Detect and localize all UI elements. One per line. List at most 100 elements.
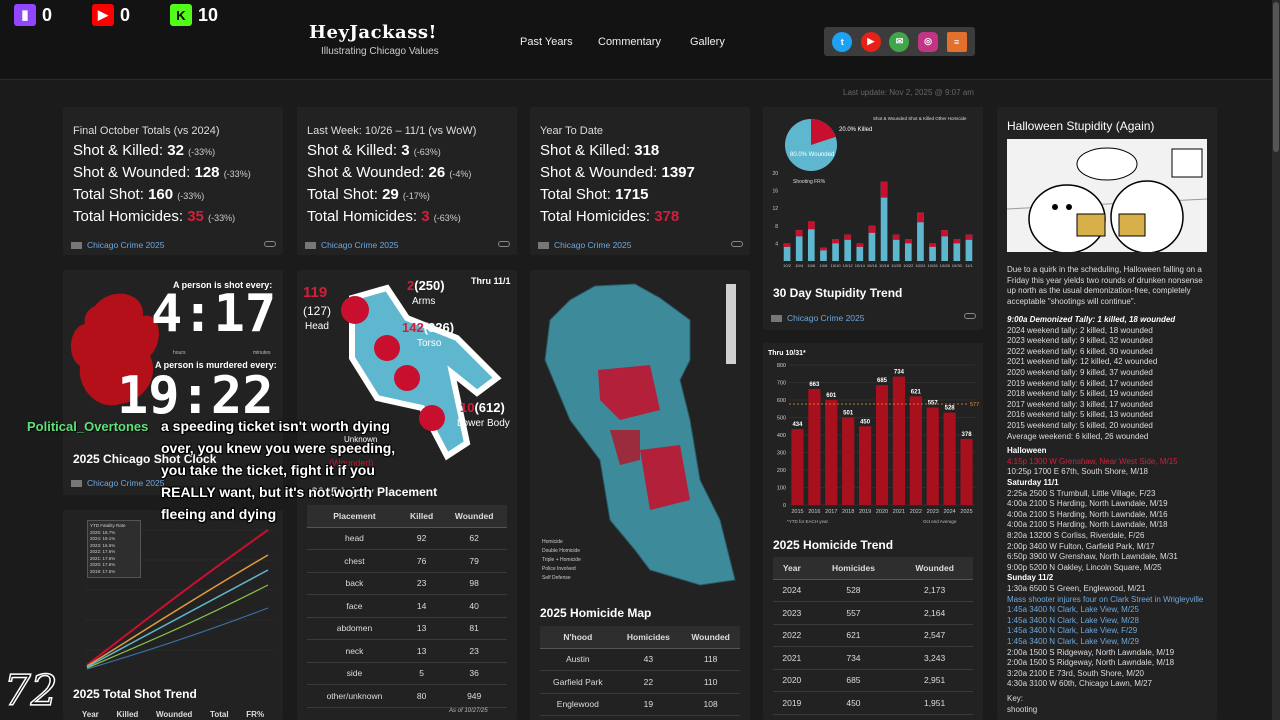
y-tick-label: 800 — [777, 363, 786, 369]
bar-killed — [856, 243, 864, 247]
tag-link[interactable]: Chicago Crime 2025 — [305, 240, 398, 250]
col-wounded: Wounded — [441, 505, 507, 528]
bar — [808, 388, 821, 505]
x-tick-label: 10/4 — [795, 263, 804, 268]
col-placement: Placement — [307, 505, 402, 528]
nav-commentary[interactable]: Commentary — [598, 36, 661, 48]
pie-wounded-label: 80.0% Wounded — [790, 152, 834, 158]
twitch-icon: ▮ — [14, 4, 36, 26]
stat-homicides: Total Homicides: 35 (-33%) — [73, 208, 236, 225]
card-title: Year To Date — [540, 125, 603, 137]
data-label: 621 — [911, 389, 922, 395]
torso-label: Torso — [417, 338, 442, 349]
hours-label: hours — [173, 350, 186, 356]
bar — [842, 417, 855, 505]
link-icon[interactable] — [731, 241, 743, 247]
bar-killed — [892, 234, 900, 240]
incident-line: 1:45a 3400 N Clark, Lake View, M/25 — [1007, 605, 1139, 615]
section-title: 2025 Total Shot Trend — [73, 687, 197, 701]
tag-link[interactable]: Chicago Crime 2025 — [71, 240, 164, 250]
y-tick-label: 400 — [777, 433, 786, 439]
email-icon[interactable]: ✉ — [889, 31, 910, 52]
site-logo[interactable]: HeyJackass! — [309, 22, 437, 43]
data-label: 557 — [928, 401, 939, 407]
incident-line: 9:00p 5200 N Oakley, Lincoln Square, M/2… — [1007, 562, 1162, 572]
youtube-icon[interactable]: ▶ — [860, 31, 881, 52]
bar — [929, 243, 936, 261]
bar-killed — [880, 181, 888, 198]
line-blue — [86, 569, 269, 668]
twitter-icon[interactable]: t — [832, 31, 853, 52]
link-icon[interactable] — [264, 241, 276, 247]
folder-icon — [771, 315, 782, 323]
y-tick-label: 200 — [777, 468, 786, 474]
bar-killed — [820, 247, 827, 251]
instagram-icon[interactable]: ◎ — [918, 31, 939, 52]
placement-table: Placement Killed Wounded head 92 62 chest 7… — [307, 505, 507, 708]
scrollbar[interactable] — [1272, 0, 1280, 720]
link-icon[interactable] — [498, 241, 510, 247]
bar — [859, 426, 872, 505]
tally-heading: 9:00a Demonized Tally: 1 killed, 18 woun… — [1007, 315, 1176, 324]
rss-icon[interactable]: ≡ — [946, 31, 967, 52]
ytd-note: *YTD for EACH year — [787, 519, 829, 524]
table-header: N'hood Homicides Wounded — [540, 626, 740, 649]
incident-line: 3:20a 2100 E 73rd, South Shore, M/20 — [1007, 668, 1144, 678]
section-title: 2025 Chicago Shot Clock — [73, 452, 217, 466]
article-link[interactable]: Mass shooter injures four on Clark Stree… — [1007, 594, 1204, 604]
thirty-legend: Shot & Wounded Shot & Killed Other Homic… — [873, 116, 967, 121]
tally-line: 2015 weekend tally: 5 killed, 20 wounded — [1007, 421, 1153, 430]
bar-killed — [832, 239, 839, 244]
incident-line: 1:45a 3400 N Clark, Lake View, M/28 — [1007, 615, 1139, 625]
bar — [943, 412, 956, 505]
x-tick-label: 2016 — [808, 509, 820, 515]
table-header: Placement Killed Wounded — [307, 505, 507, 528]
bar-killed — [844, 234, 852, 240]
chat-message-line: fleeing and dying — [161, 506, 277, 522]
bar — [909, 396, 922, 505]
x-tick-label: 2022 — [910, 509, 922, 515]
nav-past-years[interactable]: Past Years — [520, 36, 573, 48]
folder-icon — [305, 242, 316, 250]
col-killed: Killed — [401, 505, 442, 528]
table-row: Austin 43 118 — [540, 648, 740, 671]
key-label: Key: — [1007, 694, 1024, 703]
card-homicide-trend: Thru 10/31* 0 100 200 300 400 500 600 700 800 434… — [763, 343, 983, 720]
bar — [926, 407, 939, 505]
tag-link[interactable]: Chicago Crime 2025 — [538, 240, 631, 250]
folder-icon — [71, 480, 82, 488]
y-tick-label: 12 — [772, 206, 778, 212]
youtube-count: ▶ 0 — [92, 4, 130, 26]
minutes-label: minutes — [253, 350, 271, 356]
incident-line: 1:45a 3400 N Clark, Lake View, F/29 — [1007, 626, 1138, 636]
x-tick-label: 10/14 — [855, 263, 866, 268]
wounded-key: (Wounded) — [329, 458, 374, 468]
nav-gallery[interactable]: Gallery — [690, 36, 725, 48]
data-label: 434 — [792, 422, 803, 428]
bar — [875, 385, 889, 505]
table-row: back 23 98 — [307, 572, 507, 595]
tag-link[interactable]: Chicago Crime 2025 — [771, 313, 864, 323]
x-tick-label: 10/24 — [915, 263, 926, 268]
map-zoom-controls[interactable] — [726, 284, 736, 364]
tally-line: Average weekend: 6 killed, 26 wounded — [1007, 431, 1149, 441]
link-icon[interactable] — [964, 313, 976, 319]
tag-link[interactable]: Chicago Crime 2025 — [71, 478, 164, 488]
bar — [783, 243, 791, 261]
data-label: 601 — [826, 393, 837, 399]
section-title: 30 Day Stupidity Trend — [773, 286, 903, 300]
data-label: 450 — [860, 419, 871, 425]
data-label: 501 — [843, 410, 854, 416]
incident-line: 4:00a 2100 S Harding, North Lawndale, M/… — [1007, 520, 1168, 530]
bar-killed — [807, 221, 815, 230]
stat-total-shot: Total Shot: 160 (-33%) — [73, 186, 205, 203]
chat-message-line: you take the ticket, fight it if you — [161, 462, 375, 478]
bar — [960, 438, 973, 505]
table-row: 2024 528 2,173 — [773, 579, 973, 602]
table-row: neck 13 23 — [307, 639, 507, 663]
article-title[interactable]: Halloween Stupidity (Again) — [1007, 119, 1155, 133]
y-tick-label: 100 — [777, 486, 786, 492]
card-title: Final October Totals (vs 2024) — [73, 125, 220, 137]
bar-killed — [965, 234, 973, 240]
scrollbar-thumb[interactable] — [1273, 2, 1279, 152]
